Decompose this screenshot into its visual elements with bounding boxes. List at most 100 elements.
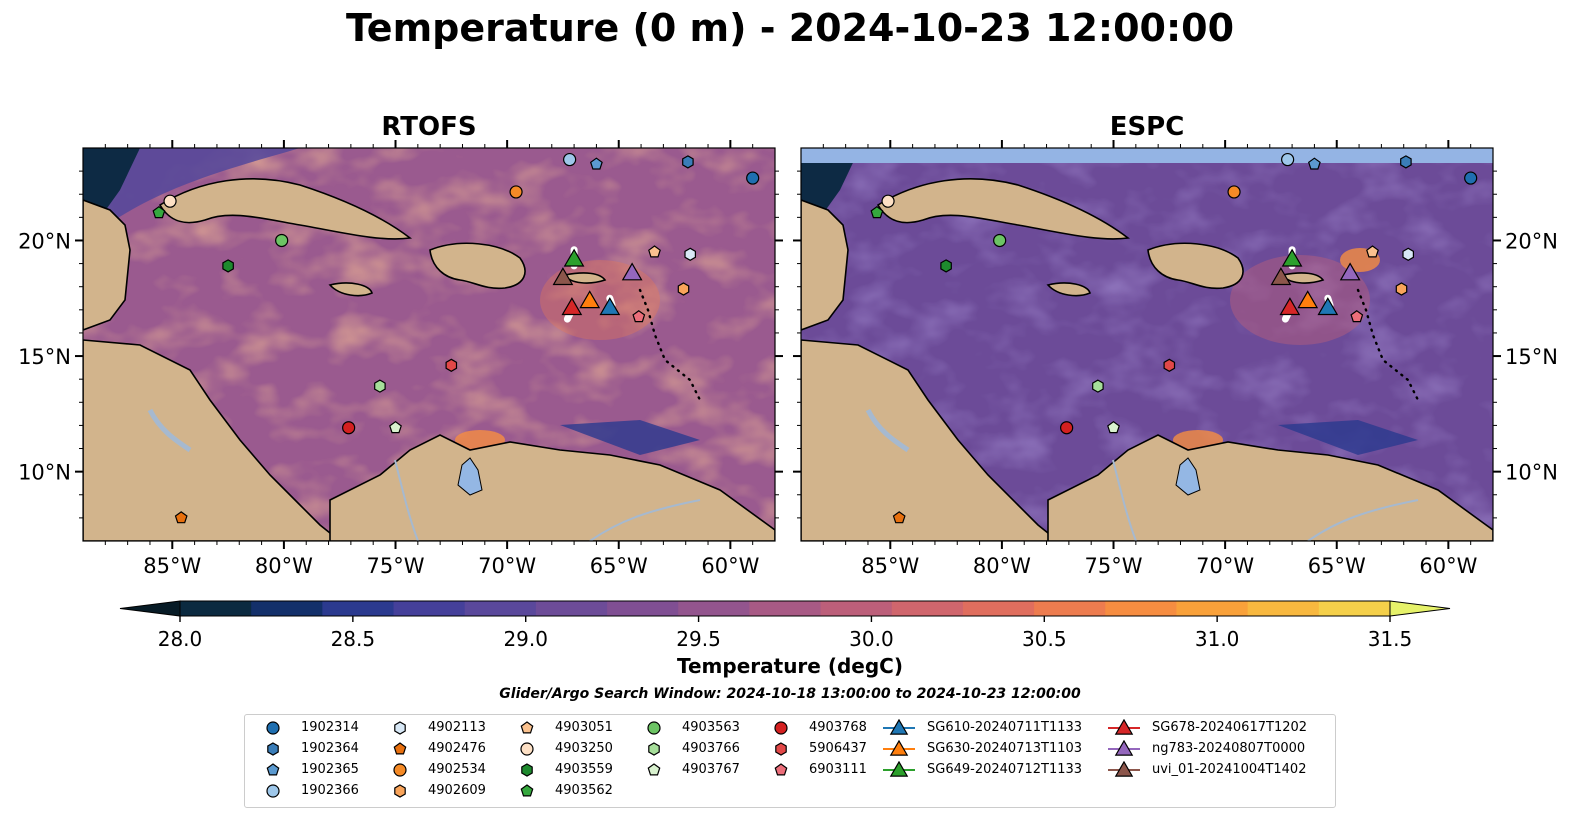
river-orinoco: [1307, 499, 1419, 541]
marker-4903559: [222, 259, 234, 273]
legend-marker-icon: [520, 742, 534, 756]
legend-marker: [774, 721, 788, 735]
search-window-text: Glider/Argo Search Window: 2024-10-18 13…: [499, 686, 1081, 702]
legend-marker: [521, 763, 533, 777]
colorbar-extend-high: [1389, 600, 1451, 617]
lat-tick-label: 20°N: [18, 229, 71, 253]
lon-tick-label: 80°W: [973, 554, 1031, 578]
river-orinoco: [589, 499, 701, 541]
land-yucatan: [83, 199, 131, 331]
marker-SG678-20240617T1202: [561, 297, 583, 316]
legend-label: SG678-20240617T1202: [1152, 720, 1308, 735]
legend-label: SG610-20240711T1133: [927, 720, 1083, 735]
cool-water-gulf: [83, 148, 300, 240]
colorbar-segment: [1105, 601, 1178, 616]
legend-label: 4903562: [555, 783, 613, 798]
lon-tick-label: 60°W: [701, 554, 759, 578]
marker-SG630-20240713T1103: [579, 290, 601, 309]
colorbar-tick-label: 28.5: [331, 627, 376, 651]
rtofs-map: [83, 148, 775, 541]
marker-5906437: [1163, 358, 1176, 372]
colorbar-segment: [891, 601, 964, 616]
marker-6903111: [1350, 310, 1364, 323]
legend-marker: [647, 763, 661, 776]
colorbar-tick-label: 28.0: [158, 627, 203, 651]
legend-label: 1902366: [301, 783, 359, 798]
legend-marker-icon: [394, 721, 406, 735]
lake-nicaragua: [147, 408, 192, 453]
marker-1902364: [1400, 155, 1412, 169]
lat-tick-label: 15°N: [1505, 345, 1558, 369]
legend-label: 1902365: [301, 762, 359, 777]
colorbar-tick-label: 31.5: [1368, 627, 1413, 651]
marker-1902366: [563, 152, 577, 167]
land-puerto-rico: [1281, 272, 1325, 284]
lat-tick-label: 20°N: [1505, 229, 1558, 253]
land-cuba: [158, 178, 413, 240]
colorbar: 28.0 28.5 29.0 29.5 30.0 30.5 31.0 31.5: [119, 600, 1451, 651]
marker-ng783-20240807T0000: [621, 262, 643, 281]
legend-marker-icon: [267, 742, 279, 756]
marker-ng783-20240807T0000: [1339, 262, 1361, 281]
marker-6903111: [632, 310, 646, 323]
marker-SG649-20240712T1133: [1281, 248, 1303, 267]
marker-4903563: [993, 233, 1007, 248]
marker-4903766: [374, 379, 386, 393]
marker-4903559: [940, 259, 952, 273]
legend-marker-icon: [520, 784, 534, 797]
colorbar-tick-label: 31.0: [1195, 627, 1240, 651]
colorbar-tick-label: 30.5: [1022, 627, 1067, 651]
colorbar-segment: [678, 601, 751, 616]
colorbar-segment: [607, 601, 679, 616]
espc-map: [801, 148, 1493, 541]
marker-4903768: [1060, 421, 1074, 435]
marker-SG678-20240617T1202: [1279, 297, 1301, 316]
legend-marker: [648, 742, 660, 756]
upwelling-venezuela: [1278, 420, 1418, 455]
legend-label: 4903563: [682, 720, 740, 735]
legend-label: SG649-20240712T1133: [927, 762, 1083, 777]
lon-tick-label: 65°W: [1308, 554, 1366, 578]
legend-label: 4903766: [682, 741, 740, 756]
legend-marker: [520, 721, 534, 734]
axes-layer: 85°W 80°W 75°W 70°W 65°W 60°W 20°N 15°N 10°N 85°W…: [18, 140, 1558, 578]
legend-marker-icon: [1108, 761, 1140, 777]
markers-layer: [152, 152, 1478, 524]
legend-label: 4903559: [555, 762, 613, 777]
legend-marker-icon: [647, 763, 661, 776]
legend-marker-icon: [266, 721, 280, 735]
marker-4903562: [152, 205, 166, 219]
colorbar-extend-low: [119, 600, 181, 617]
legend-marker: [520, 742, 534, 756]
lake-maracaibo: [457, 457, 483, 496]
marker-1902366: [1281, 152, 1295, 167]
marker-4903766: [1092, 379, 1104, 393]
lake-maracaibo: [1175, 457, 1201, 496]
lon-tick-label: 60°W: [1419, 554, 1477, 578]
legend-marker-icon: [521, 763, 533, 777]
legend-label: 5906437: [809, 741, 867, 756]
legend-marker-icon: [774, 721, 788, 735]
land-central-america: [83, 339, 342, 541]
marker-4902534: [509, 185, 523, 199]
legend-marker: [889, 740, 909, 756]
legend-marker: [394, 721, 406, 735]
marker-4903768: [342, 421, 356, 435]
land-jamaica: [328, 282, 373, 297]
marker-4902609: [677, 282, 690, 296]
legend-marker-icon: [393, 742, 407, 755]
colorbar-segment: [1247, 601, 1320, 616]
legend-label: 4902476: [428, 741, 486, 756]
legend-label: 4903767: [682, 762, 740, 777]
legend-marker: [267, 742, 279, 756]
legend-label: 1902314: [301, 720, 359, 735]
legend-marker: [1114, 719, 1134, 735]
colorbar-segment: [1034, 601, 1106, 616]
legend-marker-icon: [647, 721, 661, 735]
legend-marker: [394, 784, 406, 798]
legend-marker: [393, 742, 407, 755]
legend-marker-icon: [266, 763, 280, 776]
lon-tick-label: 75°W: [1085, 554, 1143, 578]
warm-core: [1230, 255, 1370, 345]
lon-tick-label: 75°W: [367, 554, 425, 578]
